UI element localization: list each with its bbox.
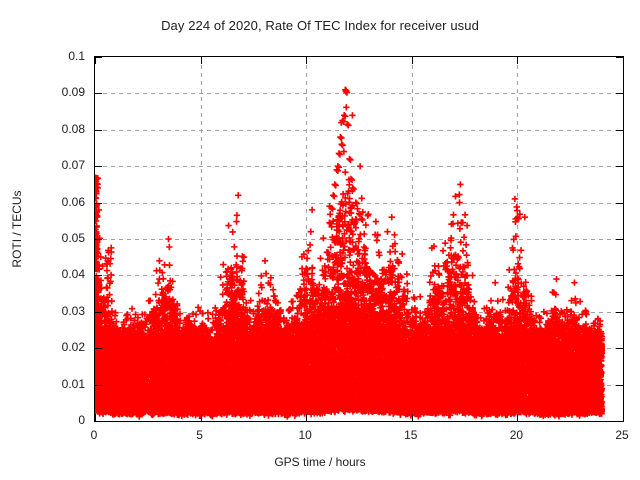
x-axis-title: GPS time / hours [0,455,640,469]
x-tick-label: 0 [91,428,98,442]
chart-title: Day 224 of 2020, Rate Of TEC Index for r… [0,18,640,33]
x-tick-label: 25 [615,428,628,442]
y-tick-label: 0.09 [0,85,85,99]
y-tick-label: 0.01 [0,377,85,391]
y-tick-label: 0.07 [0,158,85,172]
x-tick-label: 5 [196,428,203,442]
y-tick-label: 0.08 [0,122,85,136]
y-tick-label: 0.06 [0,195,85,209]
y-tick-label: 0.05 [0,231,85,245]
x-tick-label: 15 [404,428,417,442]
x-tick-label: 10 [299,428,312,442]
scatter-points [95,86,606,420]
y-tick-label: 0.04 [0,267,85,281]
axis-ticks [95,57,623,421]
y-tick-label: 0.1 [0,49,85,63]
y-axis-title: ROTI / TECUs [10,149,24,309]
y-tick-label: 0.02 [0,340,85,354]
x-tick-label: 20 [510,428,523,442]
y-tick-label: 0 [0,413,85,427]
plot-area [94,56,624,422]
y-tick-label: 0.03 [0,304,85,318]
